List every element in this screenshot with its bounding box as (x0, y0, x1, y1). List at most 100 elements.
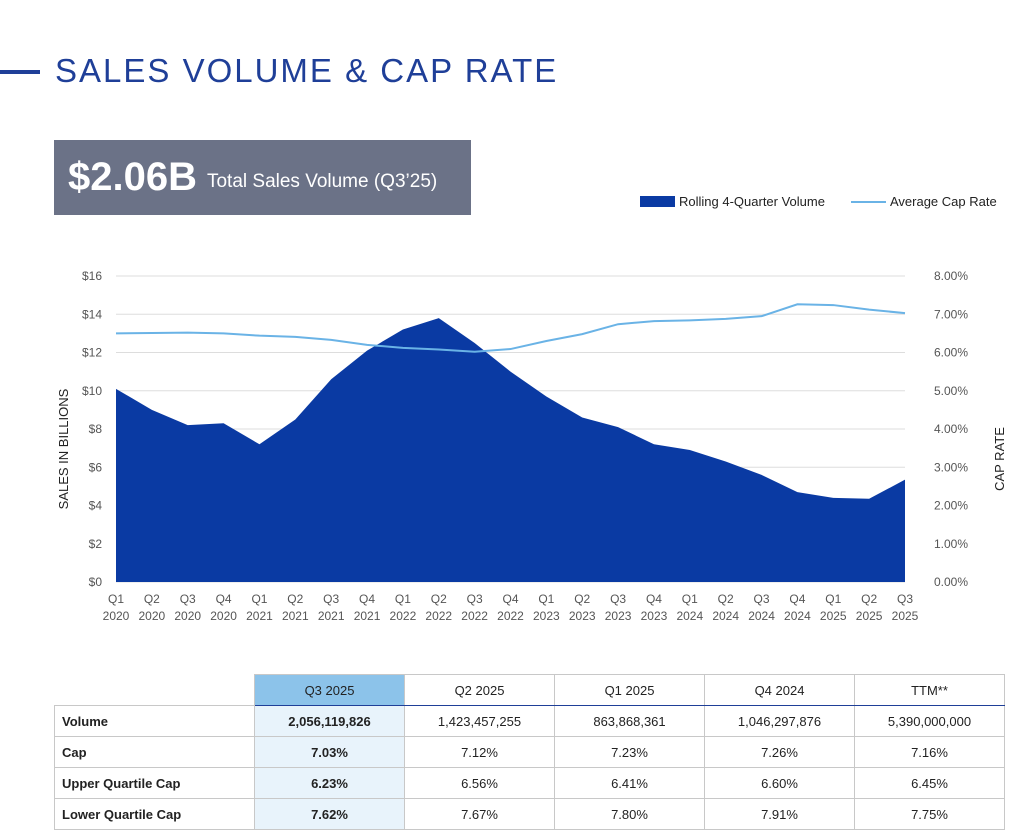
legend-item-volume: Rolling 4-Quarter Volume (640, 194, 825, 209)
x-tick-quarter: Q3 (897, 592, 913, 606)
x-tick-year: 2022 (461, 609, 488, 623)
kpi-value: $2.06B (68, 155, 197, 199)
x-tick-quarter: Q3 (754, 592, 770, 606)
table-cell: 7.03% (254, 736, 405, 768)
x-tick-year: 2025 (892, 609, 919, 623)
y-tick-label: $16 (82, 269, 102, 283)
x-tick-quarter: Q1 (825, 592, 841, 606)
x-tick-year: 2022 (425, 609, 452, 623)
y-tick-label: $12 (82, 346, 102, 360)
x-tick-quarter: Q1 (108, 592, 124, 606)
table-cell: 6.23% (254, 767, 405, 799)
sales-cap-chart: $0 $2 $4 $6 $8 $10 $12 $14 $16 0.00% 1.00% 2.00% 3.0… (56, 269, 1007, 623)
x-tick-quarter: Q4 (646, 592, 662, 606)
x-tick-quarter: Q1 (538, 592, 554, 606)
table-cell: 7.23% (554, 736, 705, 768)
legend-item-cap-rate: Average Cap Rate (825, 194, 997, 209)
table-row-lower-quartile-cap: Lower Quartile Cap 7.62% 7.67% 7.80% 7.9… (54, 798, 1005, 830)
volume-area-series (116, 318, 905, 582)
table-cell: 7.67% (404, 798, 555, 830)
x-tick-year: 2024 (676, 609, 703, 623)
table-cell: 7.62% (254, 798, 405, 830)
x-tick-year: 2024 (712, 609, 739, 623)
x-tick-quarter: Q4 (502, 592, 518, 606)
y-tick-label: $10 (82, 384, 102, 398)
page-title: SALES VOLUME & CAP RATE (55, 52, 559, 89)
x-tick-year: 2023 (569, 609, 596, 623)
x-tick-year: 2020 (103, 609, 130, 623)
table-cell: 7.75% (854, 798, 1005, 830)
column-header: Q4 2024 (704, 674, 855, 706)
table-cell: 1,423,457,255 (404, 705, 555, 737)
x-tick-year: 2021 (282, 609, 309, 623)
x-tick-year: 2020 (139, 609, 166, 623)
table-cell: 7.91% (704, 798, 855, 830)
table-cell: 5,390,000,000 (854, 705, 1005, 737)
y-tick-label: $8 (89, 422, 103, 436)
x-tick-year: 2020 (174, 609, 201, 623)
y2-tick-label: 7.00% (934, 307, 968, 321)
x-tick-quarter: Q2 (287, 592, 303, 606)
table-cell: 7.80% (554, 798, 705, 830)
x-tick-quarter: Q2 (431, 592, 447, 606)
x-tick-year: 2020 (210, 609, 237, 623)
y-tick-label: $14 (82, 307, 102, 321)
x-tick-quarter: Q3 (180, 592, 196, 606)
y2-tick-label: 6.00% (934, 346, 968, 360)
cap-rate-line-series (115, 303, 906, 353)
y2-tick-label: 0.00% (934, 575, 968, 589)
row-label: Upper Quartile Cap (54, 767, 255, 799)
x-tick-quarter: Q1 (395, 592, 411, 606)
y-axis-title: SALES IN BILLIONS (56, 388, 71, 509)
y-tick-label: $2 (89, 537, 103, 551)
row-label: Volume (54, 705, 255, 737)
y-tick-label: $6 (89, 460, 103, 474)
kpi-label: Total Sales Volume (Q3’25) (206, 170, 438, 192)
table-cell: 7.16% (854, 736, 1005, 768)
table-cell: 1,046,297,876 (704, 705, 855, 737)
table-cell: 2,056,119,826 (254, 705, 405, 737)
x-tick-year: 2024 (748, 609, 775, 623)
column-header: Q1 2025 (554, 674, 705, 706)
x-tick-year: 2025 (820, 609, 847, 623)
x-tick-year: 2022 (497, 609, 524, 623)
table-cell: 6.41% (554, 767, 705, 799)
legend-label-volume: Rolling 4-Quarter Volume (679, 194, 825, 209)
y2-tick-label: 4.00% (934, 422, 968, 436)
legend-label-cap-rate: Average Cap Rate (889, 194, 997, 209)
table-cell: 6.60% (704, 767, 855, 799)
x-tick-year: 2022 (390, 609, 417, 623)
table-cell: 6.45% (854, 767, 1005, 799)
y-tick-label: $4 (89, 499, 103, 513)
x-tick-year: 2023 (533, 609, 560, 623)
x-tick-quarter: Q4 (789, 592, 805, 606)
legend-swatch-cap-rate (850, 200, 886, 203)
chart-legend: Rolling 4-Quarter Volume Average Cap Rat… (640, 194, 997, 209)
y2-tick-label: 5.00% (934, 384, 968, 398)
y-tick-label: $0 (89, 575, 103, 589)
legend-swatch-volume (640, 196, 675, 207)
x-tick-quarter: Q4 (216, 592, 232, 606)
x-tick-quarter: Q4 (359, 592, 375, 606)
y2-tick-label: 8.00% (934, 269, 968, 283)
quarterly-data-table: Q3 2025 Q2 2025 Q1 2025 Q4 2024 TTM** Vo… (54, 674, 1005, 830)
x-tick-quarter: Q3 (323, 592, 339, 606)
table-row-upper-quartile-cap: Upper Quartile Cap 6.23% 6.56% 6.41% 6.6… (54, 767, 1005, 799)
kpi-box: $2.06B Total Sales Volume (Q3’25) (54, 140, 471, 215)
column-header: TTM** (854, 674, 1005, 706)
row-label: Lower Quartile Cap (54, 798, 255, 830)
y2-tick-label: 2.00% (934, 499, 968, 513)
x-tick-quarter: Q2 (861, 592, 877, 606)
x-tick-quarter: Q2 (574, 592, 590, 606)
table-cell: 863,868,361 (554, 705, 705, 737)
table-header-blank (54, 674, 255, 706)
table-cell: 7.12% (404, 736, 555, 768)
table-row-cap: Cap 7.03% 7.12% 7.23% 7.26% 7.16% (54, 736, 1005, 768)
y2-tick-label: 1.00% (934, 537, 968, 551)
x-tick-year: 2023 (605, 609, 632, 623)
x-tick-year: 2023 (641, 609, 668, 623)
table-cell: 6.56% (404, 767, 555, 799)
x-tick-quarter: Q1 (251, 592, 267, 606)
column-header-current: Q3 2025 (254, 674, 405, 706)
x-tick-year: 2021 (354, 609, 381, 623)
